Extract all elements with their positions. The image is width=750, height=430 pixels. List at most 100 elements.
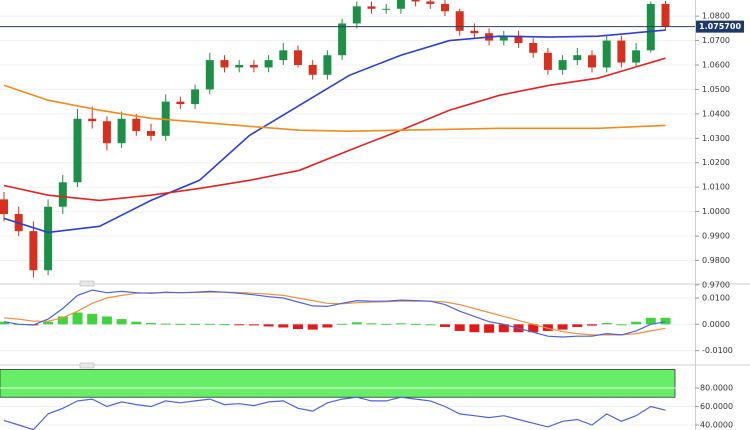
macd-histogram-bar [528,324,539,333]
y-tick-label: 1.0400 [702,109,730,118]
macd-histogram-bar [645,317,656,325]
candle-body [264,60,273,68]
rsi-line [3,396,666,430]
macd-histogram-bar [263,324,274,327]
macd-histogram-bar [381,323,392,325]
macd-histogram-bar [87,313,98,325]
macd-histogram-bar [395,323,406,325]
macd-histogram-bar [234,324,245,326]
resize-handle[interactable] [79,362,95,369]
candle-body [411,0,420,2]
candle-body [132,118,141,131]
candle-body [470,30,479,34]
y-tick-label: 0.0100 [702,294,730,303]
macd-panel [0,289,695,352]
candle-body [338,23,347,56]
macd-histogram-bar [587,324,597,326]
macd-histogram-bar [0,321,9,325]
candle-body [44,206,53,271]
y-tick-label: 0.0000 [702,320,730,329]
macd-histogram-bar [601,323,612,325]
candle-body [617,40,626,63]
candle-body [88,118,97,122]
candle-body [279,50,288,61]
candle-body [382,8,391,10]
macd-histogram-bar [425,324,436,326]
candle-body [0,199,8,215]
moving-average [3,84,666,133]
candle-body [573,55,582,61]
macd-histogram-bar [498,324,509,333]
macd-histogram-bar [293,324,303,330]
macd-histogram-bar [351,322,362,325]
macd-histogram-bar [542,324,553,331]
candle-body [352,6,361,24]
y-tick-label: 1.0700 [702,36,730,45]
macd-histogram-bar [72,312,83,325]
macd-histogram-bar [116,319,127,325]
candle-body [426,1,435,4]
macd-histogram-bar [204,323,215,325]
candle-body [73,118,82,183]
rsi-band [0,369,676,398]
candle-body [558,60,567,70]
candle-body [661,3,670,27]
macd-histogram-bar [557,324,568,330]
candle-body [205,60,214,90]
macd-histogram-bar [43,321,54,325]
macd-histogram-bar [101,316,112,325]
resize-handle[interactable] [79,280,95,287]
macd-histogram-bar [484,324,495,333]
price-panel [0,0,695,278]
rsi-panel [0,369,695,430]
y-tick-label: -0.0100 [702,346,733,355]
y-tick-label: 1.0000 [702,207,730,216]
candle-body [249,64,258,68]
candle-body [632,50,641,63]
price-axis: 1.0800 1.0700 1.0600 1.0500 1.0400 1.0300 1.02… [695,12,744,430]
macd-histogram-bar [248,324,259,326]
macd-signal [3,291,666,336]
macd-histogram-bar [631,321,642,325]
candle-body [514,35,523,44]
macd-histogram-bar [572,324,583,327]
candle-body [308,64,317,75]
y-tick-label: 0.9800 [702,256,730,265]
candle-body [191,89,200,105]
macd-histogram-bar [278,324,289,328]
candle-body [147,130,155,136]
macd-histogram-bar [337,323,348,325]
macd-histogram-bar [410,323,421,325]
y-tick-label: 1.0300 [702,134,730,143]
macd-histogram-bar [160,323,171,325]
candle-body [455,11,464,31]
last-price-box [696,20,744,33]
candle-body [543,52,552,70]
macd-histogram-bar [660,317,671,325]
candle-body [117,118,126,144]
macd-histogram-bar [131,321,142,325]
candle-body [499,35,508,41]
candle-body [235,64,244,68]
macd-histogram-bar [190,323,201,325]
y-tick-label: 80.0000 [700,383,733,392]
macd-histogram-bar [57,316,68,325]
y-tick-label: 1.0800 [702,12,730,21]
candle-body [29,231,38,271]
macd-histogram-bar [469,324,480,333]
y-tick-label: 1.0500 [702,85,730,94]
y-tick-label: 60.0000 [700,402,733,411]
candle-body [102,121,111,144]
y-tick-label: 1.0100 [702,183,730,192]
y-tick-label: 0.9700 [702,280,730,289]
macd-histogram-bar [454,324,465,331]
macd-histogram-bar [322,324,333,328]
moving-average [3,57,666,202]
macd-histogram-bar [146,323,156,325]
candle-body [602,40,611,68]
macd-histogram-bar [307,324,318,330]
y-tick-label: 1.0200 [702,158,730,167]
y-tick-label: 40.0000 [700,421,733,430]
